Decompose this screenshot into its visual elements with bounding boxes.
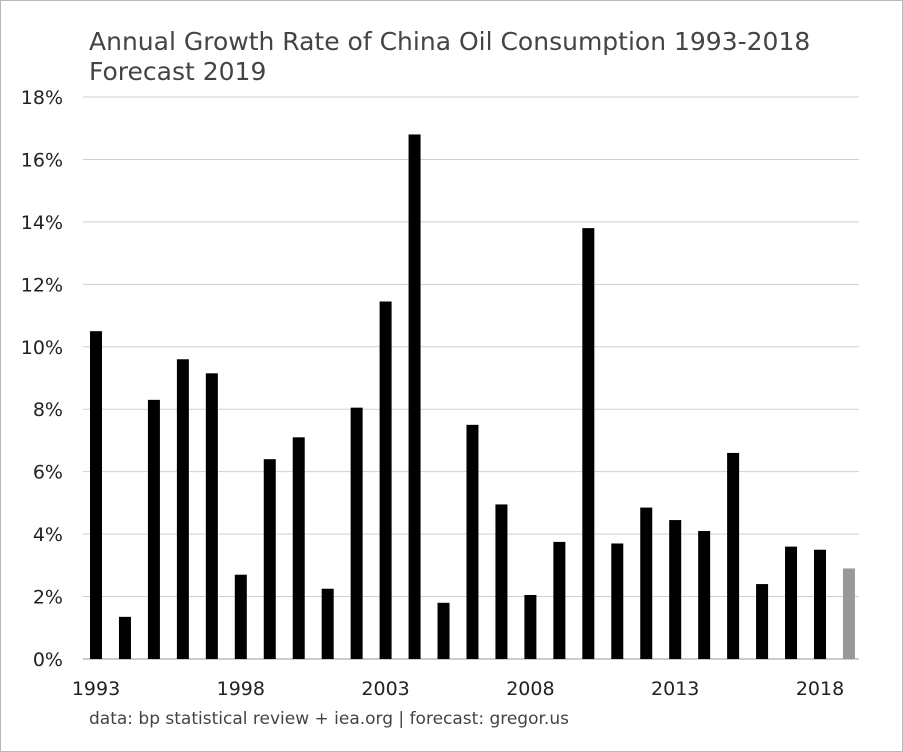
- bar-2018: [814, 549, 826, 659]
- y-tick-label: 16%: [21, 149, 63, 171]
- chart-title-line-2: Forecast 2019: [89, 57, 267, 86]
- bar-2013: [669, 520, 682, 659]
- bar-2011: [611, 543, 624, 659]
- y-tick-label: 14%: [21, 212, 63, 234]
- bars: [90, 134, 855, 659]
- bar-2009: [553, 541, 566, 659]
- bar-2016: [756, 584, 769, 659]
- bar-1997: [205, 373, 218, 659]
- bar-2012: [640, 507, 653, 659]
- x-tick-label: 2018: [796, 678, 844, 700]
- bar-1999: [263, 459, 276, 659]
- bar-2006: [466, 424, 479, 659]
- bar-2003: [379, 301, 392, 659]
- bar-2007: [495, 504, 508, 659]
- y-axis-ticks: 0% 2% 4% 6% 8% 10% 12% 14% 16% 18%: [21, 87, 63, 671]
- y-tick-label: 18%: [21, 87, 63, 109]
- source-note: data: bp statistical review + iea.org | …: [89, 709, 569, 729]
- bar-1995: [147, 399, 160, 659]
- x-tick-label: 2008: [506, 678, 554, 700]
- y-tick-label: 0%: [33, 649, 63, 671]
- bar-1996: [176, 359, 189, 659]
- x-tick-label: 2013: [651, 678, 699, 700]
- bar-2005: [437, 602, 450, 659]
- y-tick-label: 8%: [33, 399, 63, 421]
- bar-2015: [727, 452, 740, 659]
- y-tick-label: 2%: [33, 587, 63, 609]
- x-tick-label: 1993: [72, 678, 120, 700]
- bar-2017: [785, 546, 798, 659]
- forecast-bar-2019: [842, 568, 855, 659]
- bar-1998: [234, 574, 247, 659]
- bar-2010: [582, 228, 595, 659]
- chart-title: Annual Growth Rate of China Oil Consumpt…: [89, 27, 810, 87]
- bar-1994: [118, 616, 131, 659]
- y-tick-label: 4%: [33, 524, 63, 546]
- x-tick-label: 2003: [361, 678, 409, 700]
- bar-2008: [524, 594, 537, 659]
- bar-2002: [350, 407, 363, 659]
- bar-1993: [90, 331, 102, 659]
- bar-2014: [698, 530, 711, 659]
- x-tick-label: 1998: [217, 678, 265, 700]
- bar-2001: [321, 588, 334, 659]
- y-tick-label: 10%: [21, 337, 63, 359]
- chart-title-line-1: Annual Growth Rate of China Oil Consumpt…: [89, 27, 811, 56]
- x-axis-ticks: 1993 1998 2003 2008 2013 2018: [72, 678, 844, 700]
- bar-2004: [408, 134, 421, 659]
- y-tick-label: 12%: [21, 274, 63, 296]
- bar-2000: [292, 437, 305, 659]
- y-tick-label: 6%: [33, 462, 63, 484]
